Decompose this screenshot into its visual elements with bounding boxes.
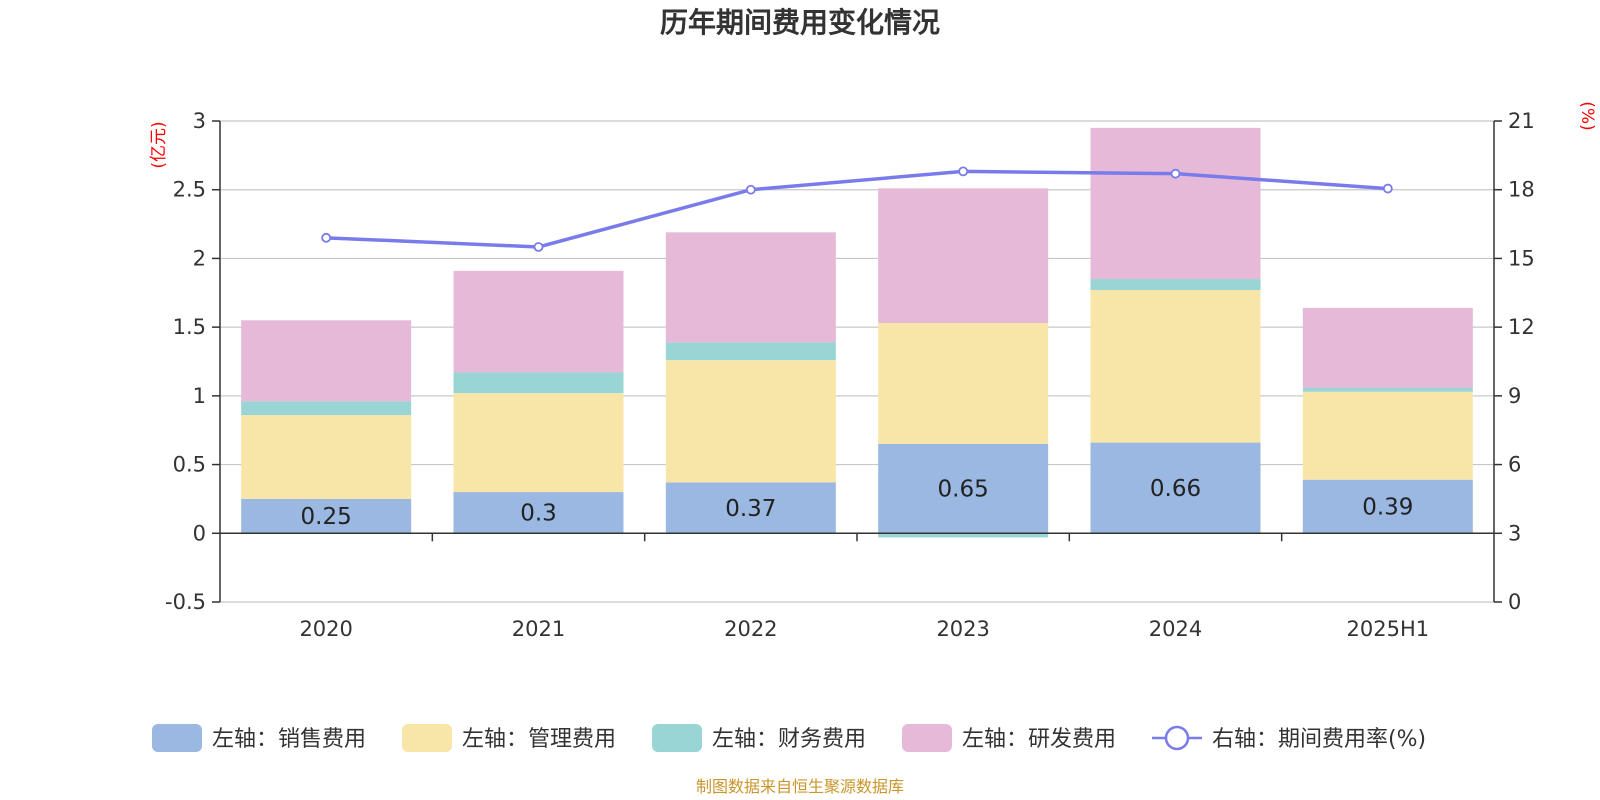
bar-value-label: 0.37: [725, 496, 776, 522]
right-tick-label: 12: [1508, 315, 1535, 339]
bar: [1302, 479, 1473, 534]
legend-swatch: [652, 724, 702, 752]
rate-point: [1382, 183, 1393, 194]
right-tick-label: 18: [1508, 178, 1535, 202]
axes: -0.5 0 0.5 1 1.5 2 2.5 3 0 3 6 9 12 15 18 21 2020 2021 202…: [165, 109, 1535, 641]
bar-value-label: 0.25: [301, 504, 352, 530]
bar: [1090, 279, 1261, 291]
bar: [453, 270, 624, 373]
legend-label: 右轴：期间费用率(%): [1212, 727, 1426, 752]
bar: [1302, 391, 1473, 480]
bar-series: [241, 127, 1473, 538]
right-tick-label: 21: [1508, 109, 1535, 133]
chart-title: 历年期间费用变化情况: [660, 6, 940, 39]
left-tick-label: 2.5: [173, 178, 206, 202]
legend-swatch: [902, 724, 952, 752]
legend-label: 左轴：销售费用: [212, 727, 366, 752]
right-tick-label: 9: [1508, 384, 1521, 408]
right-tick-label: 3: [1508, 521, 1521, 545]
left-tick-label: 0.5: [173, 453, 206, 477]
rate-point: [321, 232, 332, 243]
bar: [1090, 290, 1261, 443]
x-tick-label: 2025H1: [1347, 617, 1430, 641]
bar: [878, 443, 1049, 534]
x-tick-label: 2020: [299, 617, 352, 641]
bar: [878, 188, 1049, 324]
bar: [453, 393, 624, 493]
bar: [453, 492, 624, 534]
legend-swatch: [402, 724, 452, 752]
data-labels: 0.25 0.3 0.37 0.65 0.66 0.39: [301, 476, 1414, 530]
bar: [453, 372, 624, 394]
legend-swatch: [152, 724, 202, 752]
bar-value-label: 0.3: [520, 501, 557, 527]
left-tick-label: 2: [193, 246, 206, 270]
legend-marker: [1164, 725, 1190, 751]
left-tick-label: 1.5: [173, 315, 206, 339]
bar-value-label: 0.65: [938, 477, 989, 503]
bar-value-label: 0.66: [1150, 476, 1201, 502]
rate-point: [958, 166, 969, 177]
bar: [665, 232, 836, 343]
x-tick-label: 2022: [724, 617, 777, 641]
right-tick-label: 6: [1508, 453, 1521, 477]
legend-label: 左轴：研发费用: [962, 727, 1116, 752]
right-tick-label: 15: [1508, 246, 1535, 270]
bar: [241, 401, 412, 416]
bar-value-label: 0.39: [1362, 494, 1413, 520]
bar: [665, 342, 836, 361]
bar: [665, 360, 836, 483]
bar: [1090, 442, 1261, 534]
legend-label: 左轴：管理费用: [462, 727, 616, 752]
bar: [878, 533, 1049, 538]
left-tick-label: -0.5: [165, 590, 206, 614]
source-note: 制图数据来自恒生聚源数据库: [696, 777, 904, 796]
bar: [241, 320, 412, 402]
x-tick-label: 2023: [936, 617, 989, 641]
rate-point: [1170, 168, 1181, 179]
x-tick-label: 2024: [1149, 617, 1202, 641]
bar: [1302, 307, 1473, 388]
bar: [1302, 387, 1473, 392]
bar: [241, 415, 412, 499]
bar: [878, 323, 1049, 444]
legend-label: 左轴：财务费用: [712, 727, 866, 752]
right-axis-unit: (%): [1577, 101, 1597, 130]
bar: [665, 482, 836, 534]
bar: [241, 498, 412, 534]
left-tick-label: 3: [193, 109, 206, 133]
right-tick-label: 0: [1508, 590, 1521, 614]
left-tick-label: 0: [193, 521, 206, 545]
x-tick-label: 2021: [512, 617, 565, 641]
rate-point: [745, 184, 756, 195]
left-axis-unit: (亿元): [149, 121, 169, 168]
legend: 左轴：销售费用 左轴：管理费用 左轴：财务费用 左轴：研发费用 右轴：期间费用率(%): [152, 724, 1426, 752]
left-tick-label: 1: [193, 384, 206, 408]
line-series: [321, 166, 1393, 252]
rate-line: [326, 169, 1388, 249]
bar: [1090, 127, 1261, 280]
rate-point: [533, 242, 544, 252]
